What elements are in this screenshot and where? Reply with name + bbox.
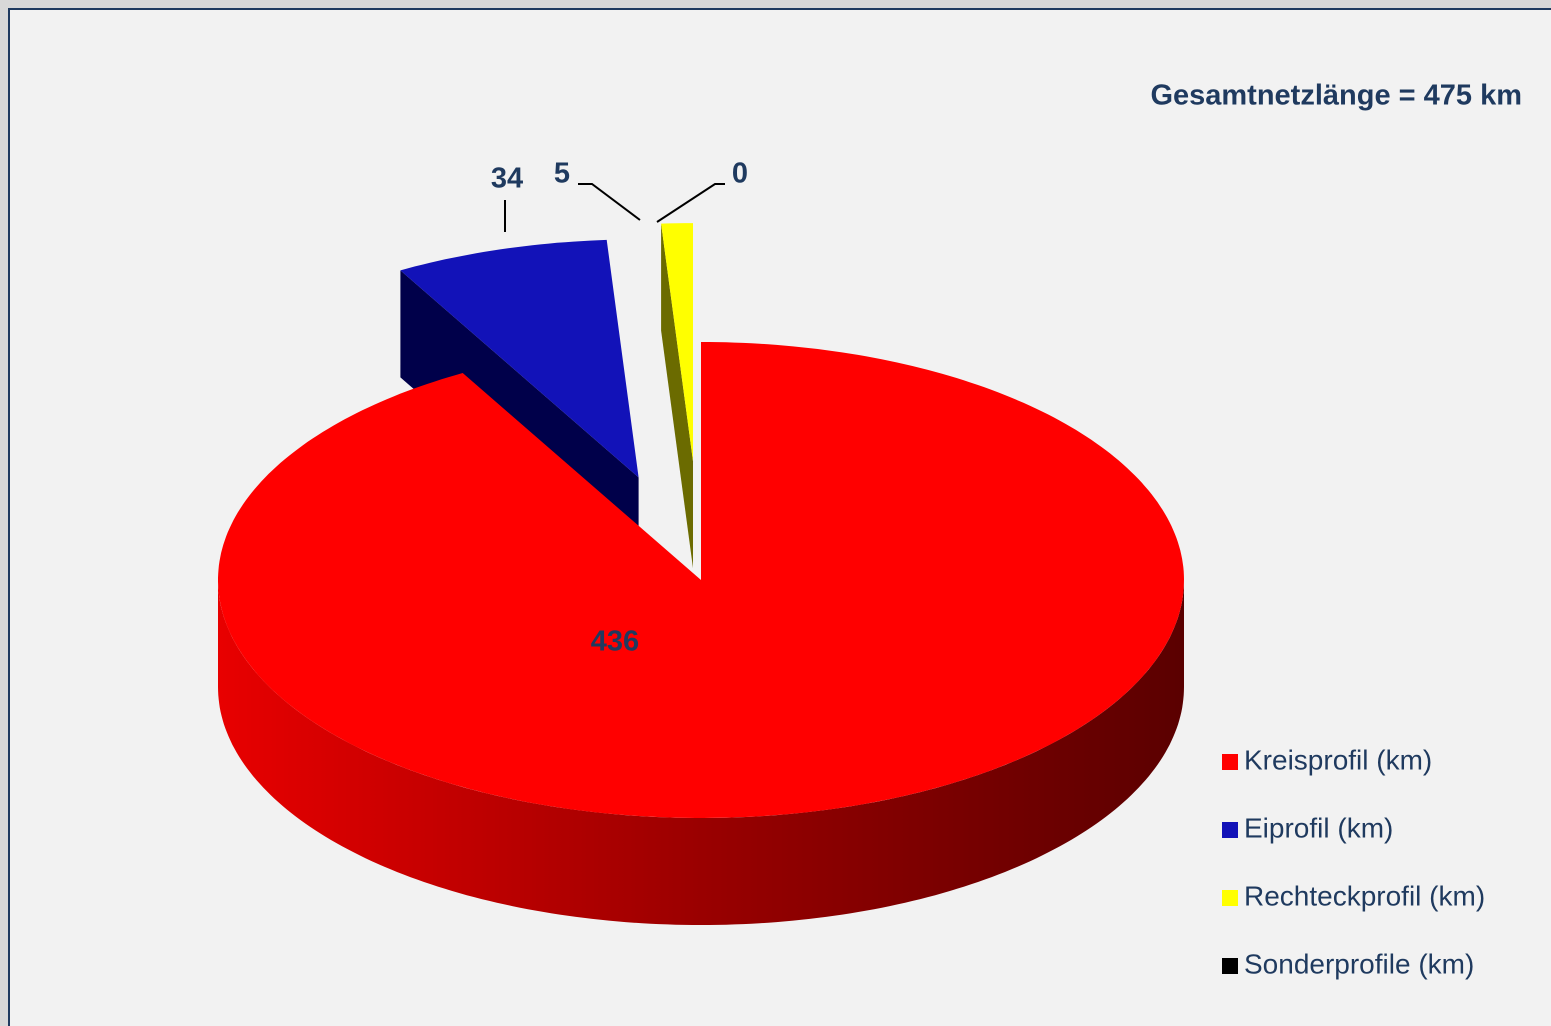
pie <box>218 223 1184 925</box>
leader-line <box>578 183 641 221</box>
legend-label: Eiprofil (km) <box>1244 812 1393 843</box>
annotation: Gesamtnetzlänge = 475 km <box>1150 80 1522 112</box>
data-label: 34 <box>491 163 523 195</box>
data-label: 436 <box>591 626 639 658</box>
legend-swatch <box>1222 958 1238 974</box>
data-label: 0 <box>732 158 748 190</box>
slice <box>661 223 693 462</box>
slice <box>218 342 1184 818</box>
slice <box>400 239 639 478</box>
legend-label: Sonderprofile (km) <box>1244 948 1474 979</box>
legend: Kreisprofil (km) Eiprofil (km) Rechteckpro… <box>1222 744 1485 979</box>
leader-line <box>656 183 725 223</box>
slice-wall <box>218 580 1184 925</box>
labels: 436 34 5 0 <box>491 158 748 658</box>
data-label: 5 <box>554 158 570 190</box>
slice-side <box>661 223 693 569</box>
legend-swatch <box>1222 890 1238 906</box>
legend-swatch <box>1222 754 1238 770</box>
legend-label: Kreisprofil (km) <box>1244 744 1432 775</box>
legend-swatch <box>1222 822 1238 838</box>
legend-label: Rechteckprofil (km) <box>1244 880 1485 911</box>
